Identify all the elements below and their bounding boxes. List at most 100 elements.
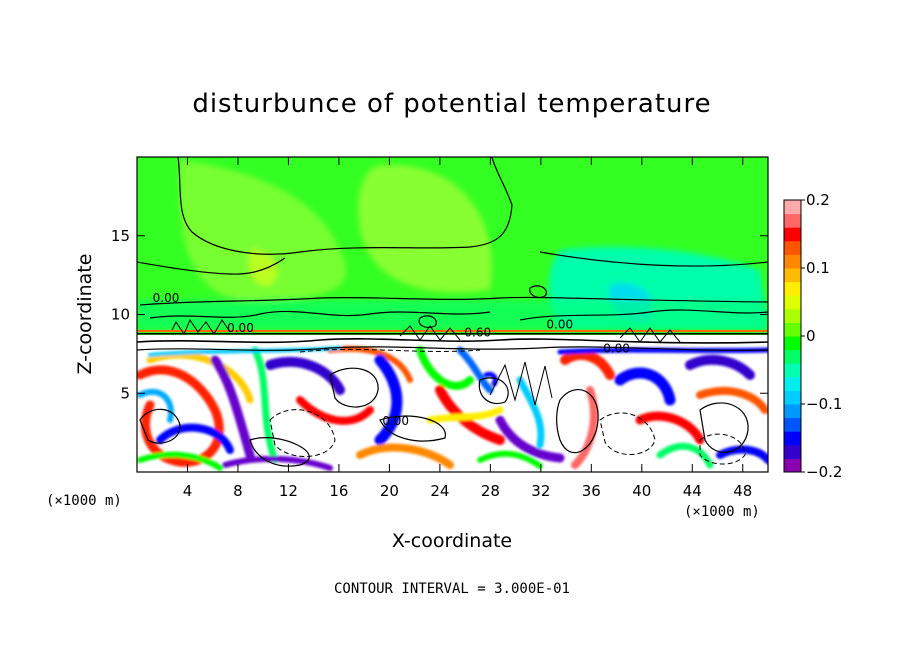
contour-line: [489, 361, 553, 406]
colorbar-segment: [784, 268, 801, 283]
y-tick-label: 5: [120, 384, 130, 402]
field-swirl: [477, 450, 543, 469]
colorbar-tick-label: −0.1: [806, 395, 842, 413]
colorbar-segment: [784, 308, 801, 323]
field-swirl: [374, 354, 403, 446]
x-tick-label: 24: [430, 482, 449, 500]
x-unit-right: (×1000 m): [684, 504, 760, 520]
field-swirl: [222, 455, 333, 471]
field-swirl: [137, 365, 224, 467]
contour-label: 0.00: [153, 291, 180, 305]
chart-title: disturbunce of potential temperature: [192, 89, 711, 119]
colorbar-segment: [784, 458, 801, 473]
field-swirl: [265, 356, 345, 395]
contour-line: [379, 415, 446, 442]
colorbar-segment: [784, 227, 801, 242]
colorbar-segment: [784, 363, 801, 378]
contour-line: [139, 296, 768, 306]
contour-interval-note: CONTOUR INTERVAL = 3.000E-01: [334, 581, 570, 597]
x-tick-label: 4: [183, 482, 193, 500]
x-tick-label: 20: [380, 482, 399, 500]
field-swirl: [416, 346, 474, 390]
field-swirl: [251, 346, 279, 464]
contour-line: [519, 309, 768, 321]
field-swirl: [495, 415, 565, 463]
contour-line: [539, 251, 768, 267]
colorbar-segment: [784, 213, 801, 228]
contour-line: [329, 367, 379, 408]
colorbar-segment: [784, 349, 801, 364]
colorbar-segment: [784, 336, 801, 351]
field-swirl: [614, 367, 676, 406]
green-band: [137, 300, 768, 330]
contour-line: [249, 437, 310, 467]
heatmap-field: 0.00 0.00 0.60 0.00 0.00 0.00: [137, 157, 768, 472]
colorbar-segment: [784, 444, 801, 459]
x-tick-label: 8: [233, 482, 243, 500]
colorbar-segment: [784, 240, 801, 255]
x-tick-label: 28: [481, 482, 500, 500]
contour-line: [478, 377, 509, 405]
colorbar-tick-label: 0.1: [806, 259, 830, 277]
field-swirl: [571, 386, 599, 469]
x-tick-label: 32: [531, 482, 550, 500]
inversion-line: [137, 333, 768, 335]
x-tick-label: 44: [683, 482, 702, 500]
contour-line: [529, 285, 547, 299]
field-swirl: [696, 387, 768, 414]
colorbar-segment: [784, 322, 801, 337]
contour-line: [149, 310, 491, 319]
x-tick-label: 48: [733, 482, 752, 500]
field-swirl: [656, 442, 714, 469]
x-tick-label: 16: [329, 482, 348, 500]
contour-line: [137, 257, 286, 275]
light-green-patch: [179, 160, 346, 300]
negative-contour-line: [699, 433, 746, 465]
colorbar-segment: [784, 254, 801, 269]
colorbar-segment: [784, 404, 801, 419]
field-swirl: [426, 406, 504, 424]
colorbar-segment: [784, 281, 801, 296]
y-tick-label: 10: [111, 306, 130, 324]
y-axis-label: Z-coordinate: [74, 254, 96, 375]
colorbar-segment: [784, 295, 801, 310]
contour-label: 0.00: [603, 341, 630, 355]
field-swirl: [137, 388, 174, 423]
field-swirl: [516, 376, 545, 449]
field-swirl: [685, 354, 755, 380]
colorbar-tick-label: −0.2: [806, 463, 842, 481]
colorbar-tick-label: 0: [806, 327, 816, 345]
x-unit-left: (×1000 m): [46, 493, 122, 509]
colorbar-segment: [784, 200, 801, 215]
field-swirl: [635, 411, 705, 445]
contour-line: [139, 408, 181, 444]
contour-line: [699, 402, 749, 453]
contour-line: [137, 346, 768, 351]
contour-line: [619, 327, 681, 343]
contour-label: 0.00: [227, 321, 254, 335]
negative-contour-line: [299, 348, 481, 353]
colorbar-segment: [784, 376, 801, 391]
colorbar-segment: [784, 431, 801, 446]
contour-line: [171, 318, 231, 336]
light-green-patch: [358, 164, 492, 293]
contour-label: 0.00: [546, 318, 573, 332]
field-swirl: [296, 396, 374, 425]
field-swirl: [356, 443, 454, 469]
yellow-green-patch: [248, 249, 278, 286]
contour-label: 0.60: [464, 326, 491, 340]
colorbar-segment: [784, 417, 801, 432]
x-tick-label: 36: [582, 482, 601, 500]
negative-contour-line: [269, 409, 336, 457]
x-tick-label: 40: [632, 482, 651, 500]
field-swirl: [483, 371, 498, 387]
field-swirl: [456, 346, 494, 394]
x-tick-label: 12: [279, 482, 298, 500]
field-swirl: [137, 451, 223, 471]
x-axis-label: X-coordinate: [392, 530, 512, 552]
colorbar-segment: [784, 390, 801, 405]
contour-line: [399, 325, 461, 341]
contour-line: [137, 338, 768, 344]
field-swirl: [560, 350, 615, 380]
